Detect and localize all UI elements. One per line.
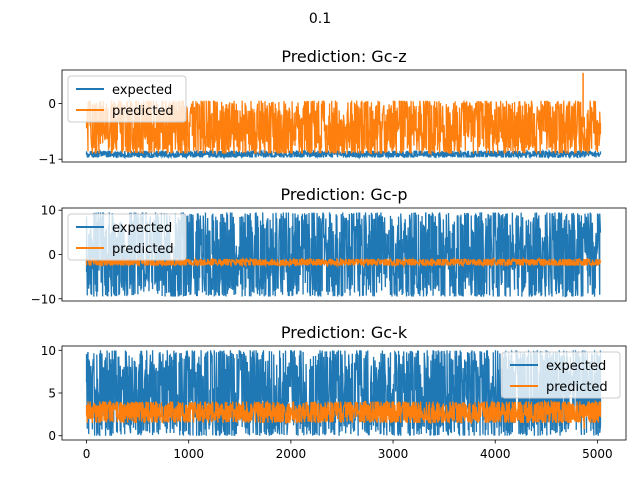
x-tick-label: 4000 <box>480 447 511 461</box>
axes-prediction-gc-k: Prediction: Gc-k 10 5 0 0 1000 2000 3000 4000 500… <box>41 323 627 461</box>
x-tick-label: 0 <box>83 447 91 461</box>
axes-title: Prediction: Gc-p <box>280 185 407 204</box>
legend: expected predicted <box>67 213 187 261</box>
axes-prediction-gc-p: Prediction: Gc-p 10 0 −10 expected predicted <box>31 185 627 306</box>
y-tick-label: 0 <box>48 97 56 111</box>
figure-suptitle: 0.1 <box>309 11 331 27</box>
axes-title: Prediction: Gc-k <box>281 323 408 342</box>
y-tick-label: 5 <box>48 387 56 401</box>
y-tick-label: 10 <box>41 344 56 358</box>
series-line-predicted <box>85 256 602 269</box>
axes-title: Prediction: Gc-z <box>281 47 406 66</box>
y-tick-label: 10 <box>41 204 56 218</box>
series-line-predicted <box>85 399 602 425</box>
y-tick-label: −1 <box>38 153 56 167</box>
legend: expected predicted <box>501 351 621 399</box>
series-line-predicted <box>85 99 602 156</box>
legend: expected predicted <box>67 75 187 123</box>
legend-label-predicted: predicted <box>112 104 174 119</box>
legend-label-expected: expected <box>112 83 172 98</box>
legend-label-expected: expected <box>112 221 172 236</box>
legend-label-predicted: predicted <box>546 380 608 395</box>
axes-prediction-gc-z: Prediction: Gc-z −1 0 expected predicted <box>38 47 627 167</box>
y-tick-label: 0 <box>48 429 56 443</box>
y-tick-label: −10 <box>31 292 56 306</box>
series-line-expected <box>85 148 602 160</box>
x-tick-label: 1000 <box>173 447 204 461</box>
y-tick-label: 0 <box>48 248 56 262</box>
legend-label-expected: expected <box>546 359 606 374</box>
x-tick-label: 5000 <box>582 447 613 461</box>
x-tick-label: 3000 <box>378 447 409 461</box>
series-line-expected <box>85 212 602 298</box>
x-tick-label: 2000 <box>276 447 307 461</box>
legend-label-predicted: predicted <box>112 242 174 257</box>
axes-container: Prediction: Gc-z−10expectedpredictedPred… <box>31 47 627 461</box>
axes-frame <box>61 69 627 163</box>
